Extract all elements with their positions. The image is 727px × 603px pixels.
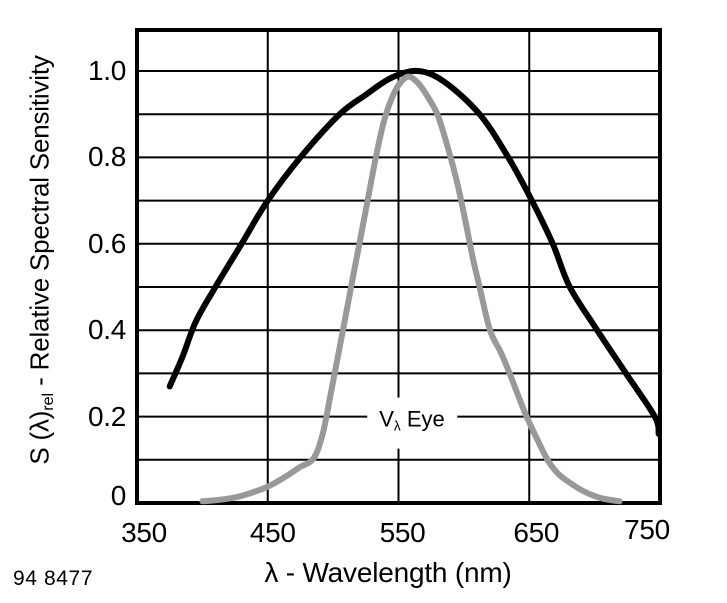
figure-number: 94 8477 bbox=[13, 567, 94, 590]
x-axis-title: λ - Wavelength (nm) bbox=[264, 557, 512, 588]
y-axis-title-prefix: S (λ) bbox=[24, 410, 55, 465]
eye-curve-label-rest: Eye bbox=[400, 406, 445, 432]
x-tick-label: 450 bbox=[249, 517, 296, 548]
x-tick-label: 350 bbox=[121, 517, 167, 548]
y-axis-title-subscript: rel bbox=[38, 392, 57, 411]
y-tick-label: 0.8 bbox=[87, 141, 126, 173]
y-tick-label: 0.4 bbox=[87, 314, 126, 346]
y-axis-title: S (λ)rel - Relative Spectral Sensitivity bbox=[24, 55, 58, 464]
eye-curve-label-main: V bbox=[379, 406, 394, 432]
detector-spectral-sensitivity bbox=[166, 67, 662, 437]
eye-curve-label-subscript: λ bbox=[393, 418, 401, 434]
x-tick-label: 650 bbox=[513, 517, 560, 548]
y-tick-label: 0 bbox=[110, 480, 127, 511]
y-tick-label: 0.6 bbox=[87, 227, 126, 259]
eye-curve bbox=[199, 73, 623, 505]
x-tick-label: 550 bbox=[379, 517, 426, 548]
y-axis-title-suffix: - Relative Spectral Sensitivity bbox=[24, 55, 55, 393]
y-tick-label: 0.2 bbox=[87, 400, 126, 432]
eye-curve-label: Vλ Eye bbox=[367, 397, 457, 449]
plot-border bbox=[135, 28, 662, 505]
x-tick-label: 750 bbox=[624, 514, 670, 545]
y-tick-label: 1.0 bbox=[87, 55, 126, 86]
